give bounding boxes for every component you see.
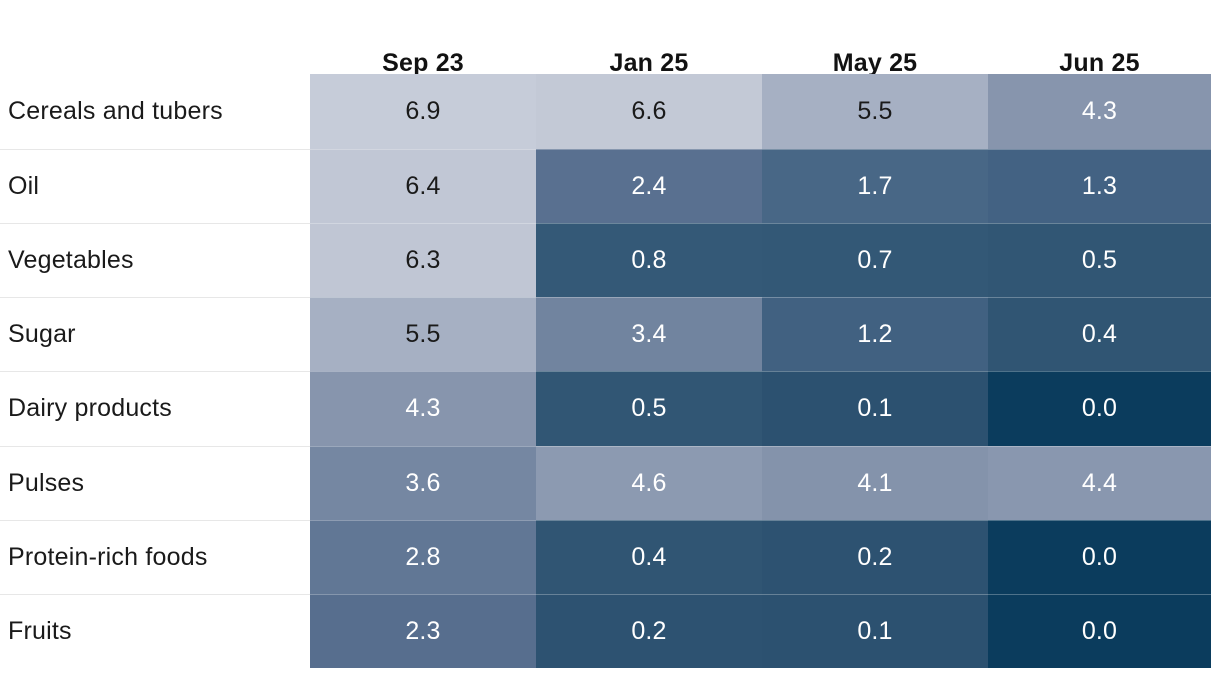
row-label: Fruits	[0, 594, 310, 669]
row-label: Protein-rich foods	[0, 519, 310, 594]
heatmap-cell: 4.4	[988, 445, 1211, 520]
heatmap-cell: 2.4	[536, 148, 762, 223]
row-label: Oil	[0, 148, 310, 223]
heatmap-cell: 2.8	[310, 519, 536, 594]
heatmap-cell: 0.2	[536, 594, 762, 669]
heatmap-cell: 4.1	[762, 445, 988, 520]
heatmap-cell: 1.3	[988, 148, 1211, 223]
heatmap-cell: 0.5	[988, 222, 1211, 297]
heatmap-cell: 0.4	[536, 519, 762, 594]
row-label: Sugar	[0, 297, 310, 372]
heatmap-cell: 1.7	[762, 148, 988, 223]
heatmap-cell: 5.5	[762, 74, 988, 149]
heatmap-cell: 6.6	[536, 74, 762, 149]
heatmap-cell: 0.4	[988, 297, 1211, 372]
heatmap-cell: 3.4	[536, 297, 762, 372]
heatmap-cell: 0.1	[762, 594, 988, 669]
heatmap-cell: 0.5	[536, 371, 762, 446]
heatmap-cell: 0.0	[988, 594, 1211, 669]
heatmap-cell: 0.2	[762, 519, 988, 594]
heatmap-cell: 0.1	[762, 371, 988, 446]
heatmap-cell: 0.0	[988, 371, 1211, 446]
row-label: Dairy products	[0, 371, 310, 446]
heatmap-cell: 0.8	[536, 222, 762, 297]
heatmap-cell: 0.7	[762, 222, 988, 297]
row-label: Vegetables	[0, 222, 310, 297]
heatmap-cell: 2.3	[310, 594, 536, 669]
heatmap-cell: 1.2	[762, 297, 988, 372]
heatmap-cell: 6.4	[310, 148, 536, 223]
row-label: Cereals and tubers	[0, 74, 310, 149]
heatmap-cell: 0.0	[988, 519, 1211, 594]
heatmap-cell: 5.5	[310, 297, 536, 372]
heatmap-cell: 4.3	[988, 74, 1211, 149]
heatmap-cell: 6.3	[310, 222, 536, 297]
row-label: Pulses	[0, 445, 310, 520]
heatmap-cell: 6.9	[310, 74, 536, 149]
heatmap-cell: 4.6	[536, 445, 762, 520]
heatmap-cell: 4.3	[310, 371, 536, 446]
heatmap-cell: 3.6	[310, 445, 536, 520]
food-price-heatmap: Sep 23 Jan 25 May 25 Jun 25 Cereals and tube…	[0, 49, 1211, 669]
